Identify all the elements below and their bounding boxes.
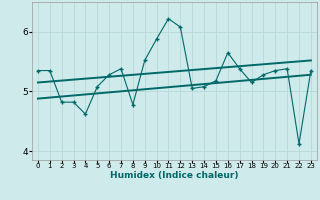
X-axis label: Humidex (Indice chaleur): Humidex (Indice chaleur) [110,171,239,180]
